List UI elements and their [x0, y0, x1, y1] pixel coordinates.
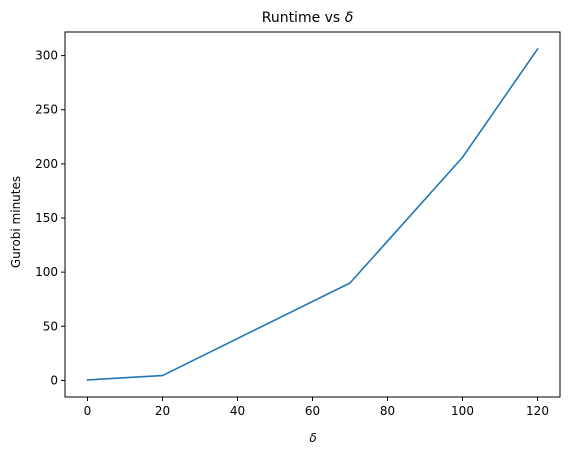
- x-tick-label: 100: [451, 404, 474, 418]
- y-axis-label: Gurobi minutes: [9, 176, 23, 268]
- x-tick-label: 80: [380, 404, 395, 418]
- x-tick-label: 40: [230, 404, 245, 418]
- x-tick-label: 0: [84, 404, 92, 418]
- x-tick-label: 60: [305, 404, 320, 418]
- y-tick-label: 200: [35, 157, 58, 171]
- y-axis-ticks: 0 50 100 150 200 250 300: [35, 49, 65, 387]
- chart-title: Runtime vs δ: [262, 10, 354, 26]
- x-tick-label: 20: [155, 404, 170, 418]
- y-tick-label: 250: [35, 103, 58, 117]
- y-tick-label: 0: [50, 373, 58, 387]
- plot-area: [86, 47, 539, 381]
- x-axis-ticks: 0 20 40 60 80 100 120: [84, 397, 549, 418]
- x-axis-label: δ: [309, 431, 316, 445]
- plot-frame: [64, 31, 561, 398]
- y-tick-label: 50: [43, 319, 58, 333]
- x-tick-label: 120: [526, 404, 549, 418]
- y-tick-label: 300: [35, 49, 58, 63]
- chart-title-text: Runtime vs: [262, 10, 345, 26]
- series-line: [86, 47, 539, 381]
- y-tick-label: 150: [35, 211, 58, 225]
- y-tick-label: 100: [35, 265, 58, 279]
- chart-title-symbol: δ: [345, 10, 354, 26]
